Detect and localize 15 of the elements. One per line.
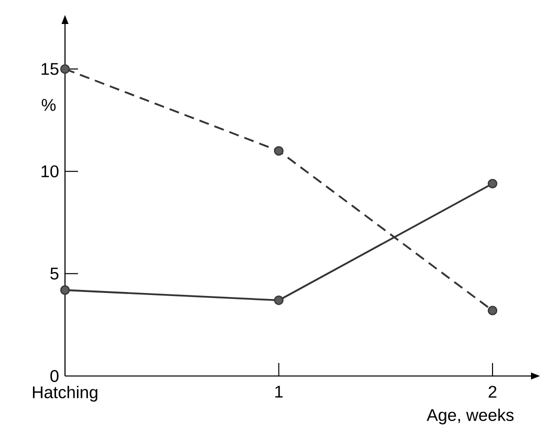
point <box>274 146 284 156</box>
point <box>274 295 284 306</box>
point <box>488 306 498 316</box>
y-tick-label: 10 <box>42 165 58 178</box>
y-tick-label: 15 <box>42 63 58 75</box>
x-tick-label: Hatching <box>32 386 98 402</box>
x-tick-label: 2 <box>488 386 496 398</box>
y-tick-label: 5 <box>50 268 58 280</box>
point <box>60 64 70 74</box>
x-tick-label: 1 <box>275 386 283 398</box>
y-axis-title: % <box>42 99 56 111</box>
y-tick-label: 0 <box>50 370 58 382</box>
x-axis-title: Age, weeks <box>426 408 514 424</box>
point <box>488 178 498 188</box>
point <box>60 285 70 295</box>
